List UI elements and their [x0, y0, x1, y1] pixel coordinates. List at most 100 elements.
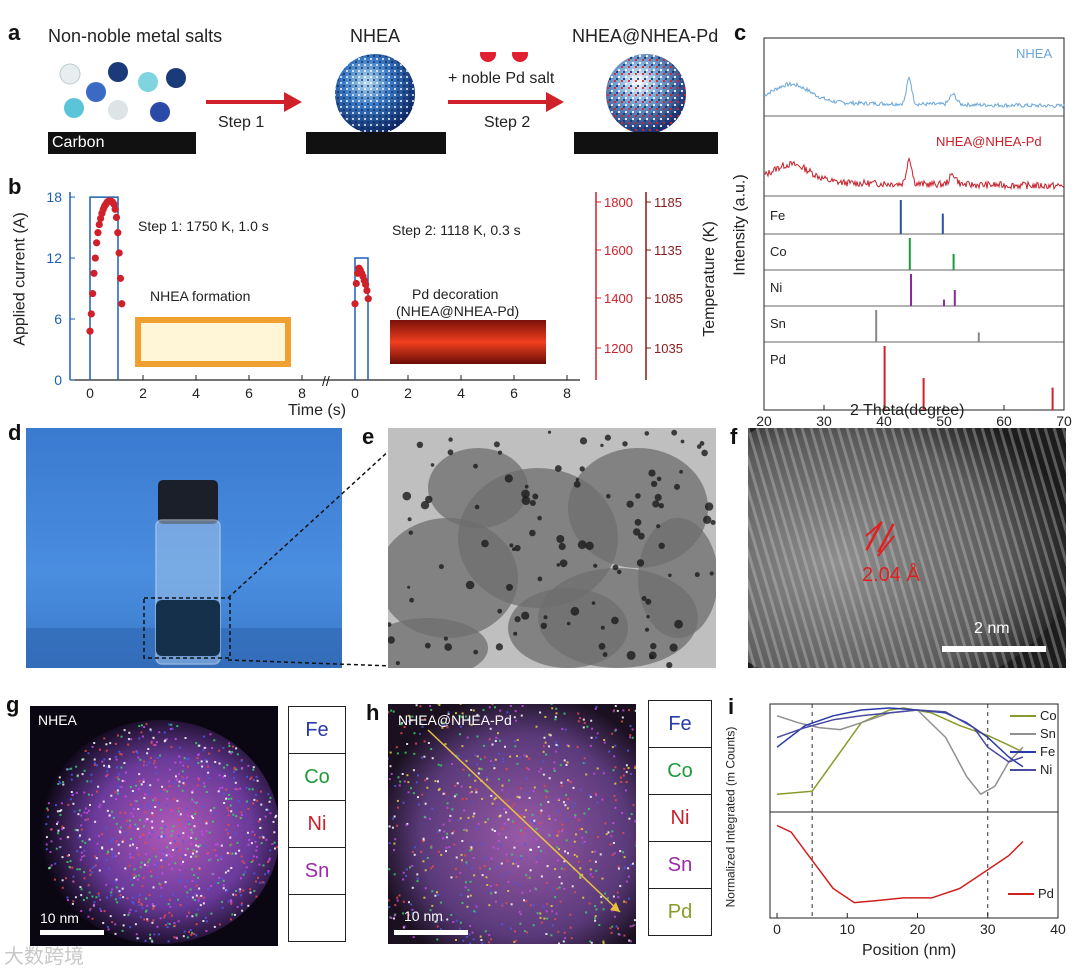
eds-pixel [478, 767, 481, 770]
eds-pixel [506, 799, 509, 802]
eds-pixel [544, 789, 547, 792]
eds-pixel [203, 782, 205, 785]
eds-pixel [555, 744, 558, 746]
scalebar-g [40, 930, 104, 935]
eds-pixel [535, 888, 538, 891]
eds-map-product [388, 704, 636, 944]
lattice-fringe [782, 428, 856, 668]
eds-pixel [136, 828, 139, 830]
eds-pixel [483, 865, 486, 868]
eds-pixel [569, 926, 572, 929]
eds-pixel [590, 941, 593, 944]
eds-pixel [507, 890, 510, 892]
eds-pixel [249, 891, 252, 894]
eds-pixel [561, 828, 564, 831]
nanoparticle [650, 480, 658, 488]
eds-pixel [493, 798, 496, 801]
eds-pixel [520, 831, 523, 834]
eds-pixel [240, 855, 243, 858]
eds-pixel [267, 793, 270, 796]
eds-pixel [114, 923, 117, 926]
eds-pixel [521, 705, 524, 707]
eds-pixel [424, 802, 427, 805]
eds-pixel [170, 855, 173, 858]
eds-pixel [542, 773, 545, 776]
nanoparticle [521, 489, 530, 499]
eds-pixel [470, 723, 473, 726]
eds-pixel [261, 835, 264, 837]
eds-pixel [135, 784, 138, 787]
nanoparticle [641, 596, 647, 601]
eds-pixel [490, 938, 492, 941]
eds-pixel [227, 814, 230, 817]
eds-pixel [627, 897, 630, 900]
eds-pixel [609, 927, 612, 930]
eds-pixel [178, 746, 181, 749]
eds-pixel [627, 875, 630, 878]
eds-pixel [154, 744, 157, 746]
eds-pixel [96, 842, 99, 845]
eds-pixel [477, 772, 480, 775]
eds-pixel [240, 877, 242, 880]
eds-pixel [585, 773, 588, 776]
eds-pixel [442, 792, 445, 795]
temp-point [115, 249, 123, 257]
eds-pixel [635, 844, 636, 847]
eds-pixel [557, 798, 560, 800]
eds-pixel [602, 772, 605, 775]
lattice-fringe [748, 453, 811, 668]
eds-pixel [229, 844, 232, 847]
eds-pixel [405, 868, 408, 871]
eds-pixel [485, 776, 488, 779]
eds-pixel [494, 891, 497, 894]
eds-pixel [186, 895, 189, 898]
linescan-curve-pd [776, 824, 1024, 904]
eds-pixel [159, 884, 162, 886]
eds-pixel [576, 855, 579, 858]
eds-pixel [88, 838, 91, 841]
current-pulse-1 [89, 196, 119, 380]
x-tick-label: 0 [773, 921, 781, 937]
eds-pixel [124, 795, 127, 798]
eds-pixel [227, 824, 230, 827]
lattice-fringe [1043, 428, 1066, 506]
eds-pixel [190, 828, 193, 831]
eds-pixel [462, 768, 465, 771]
eds-pixel [108, 758, 111, 761]
eds-pixel [543, 784, 546, 787]
eds-pixel [160, 808, 162, 811]
eds-pixel [519, 884, 522, 887]
eds-pixel [554, 718, 557, 721]
eds-pixel [208, 752, 211, 755]
eds-pixel [164, 825, 167, 828]
eds-pixel [178, 772, 180, 775]
eds-pixel [437, 850, 440, 853]
eds-pixel [556, 744, 559, 747]
eds-pixel [475, 905, 478, 908]
eds-pixel [459, 733, 461, 736]
eds-pixel [537, 844, 539, 847]
eds-pixel [223, 766, 226, 769]
eds-pixel [535, 827, 538, 830]
lattice-fringe [854, 428, 928, 668]
eds-pixel [500, 862, 503, 865]
eds-pixel [406, 743, 409, 745]
eds-pixel [260, 790, 262, 793]
x-tick-label: 30 [980, 921, 996, 937]
eds-pixel [625, 781, 628, 783]
eds-pixel [86, 811, 89, 814]
eds-pixel [144, 793, 147, 796]
eds-pixel [60, 802, 63, 805]
eds-pixel [239, 888, 242, 891]
eds-pixel [575, 833, 577, 836]
eds-pixel [393, 914, 396, 917]
eds-pixel [471, 801, 474, 804]
eds-pixel [71, 794, 74, 797]
eds-pixel [557, 930, 560, 933]
eds-pixel [493, 767, 496, 770]
eds-pixel [265, 838, 268, 841]
nanoparticle [543, 615, 548, 620]
eds-pixel [158, 731, 161, 734]
eds-pixel [459, 704, 462, 705]
eds-pixel [226, 807, 229, 810]
